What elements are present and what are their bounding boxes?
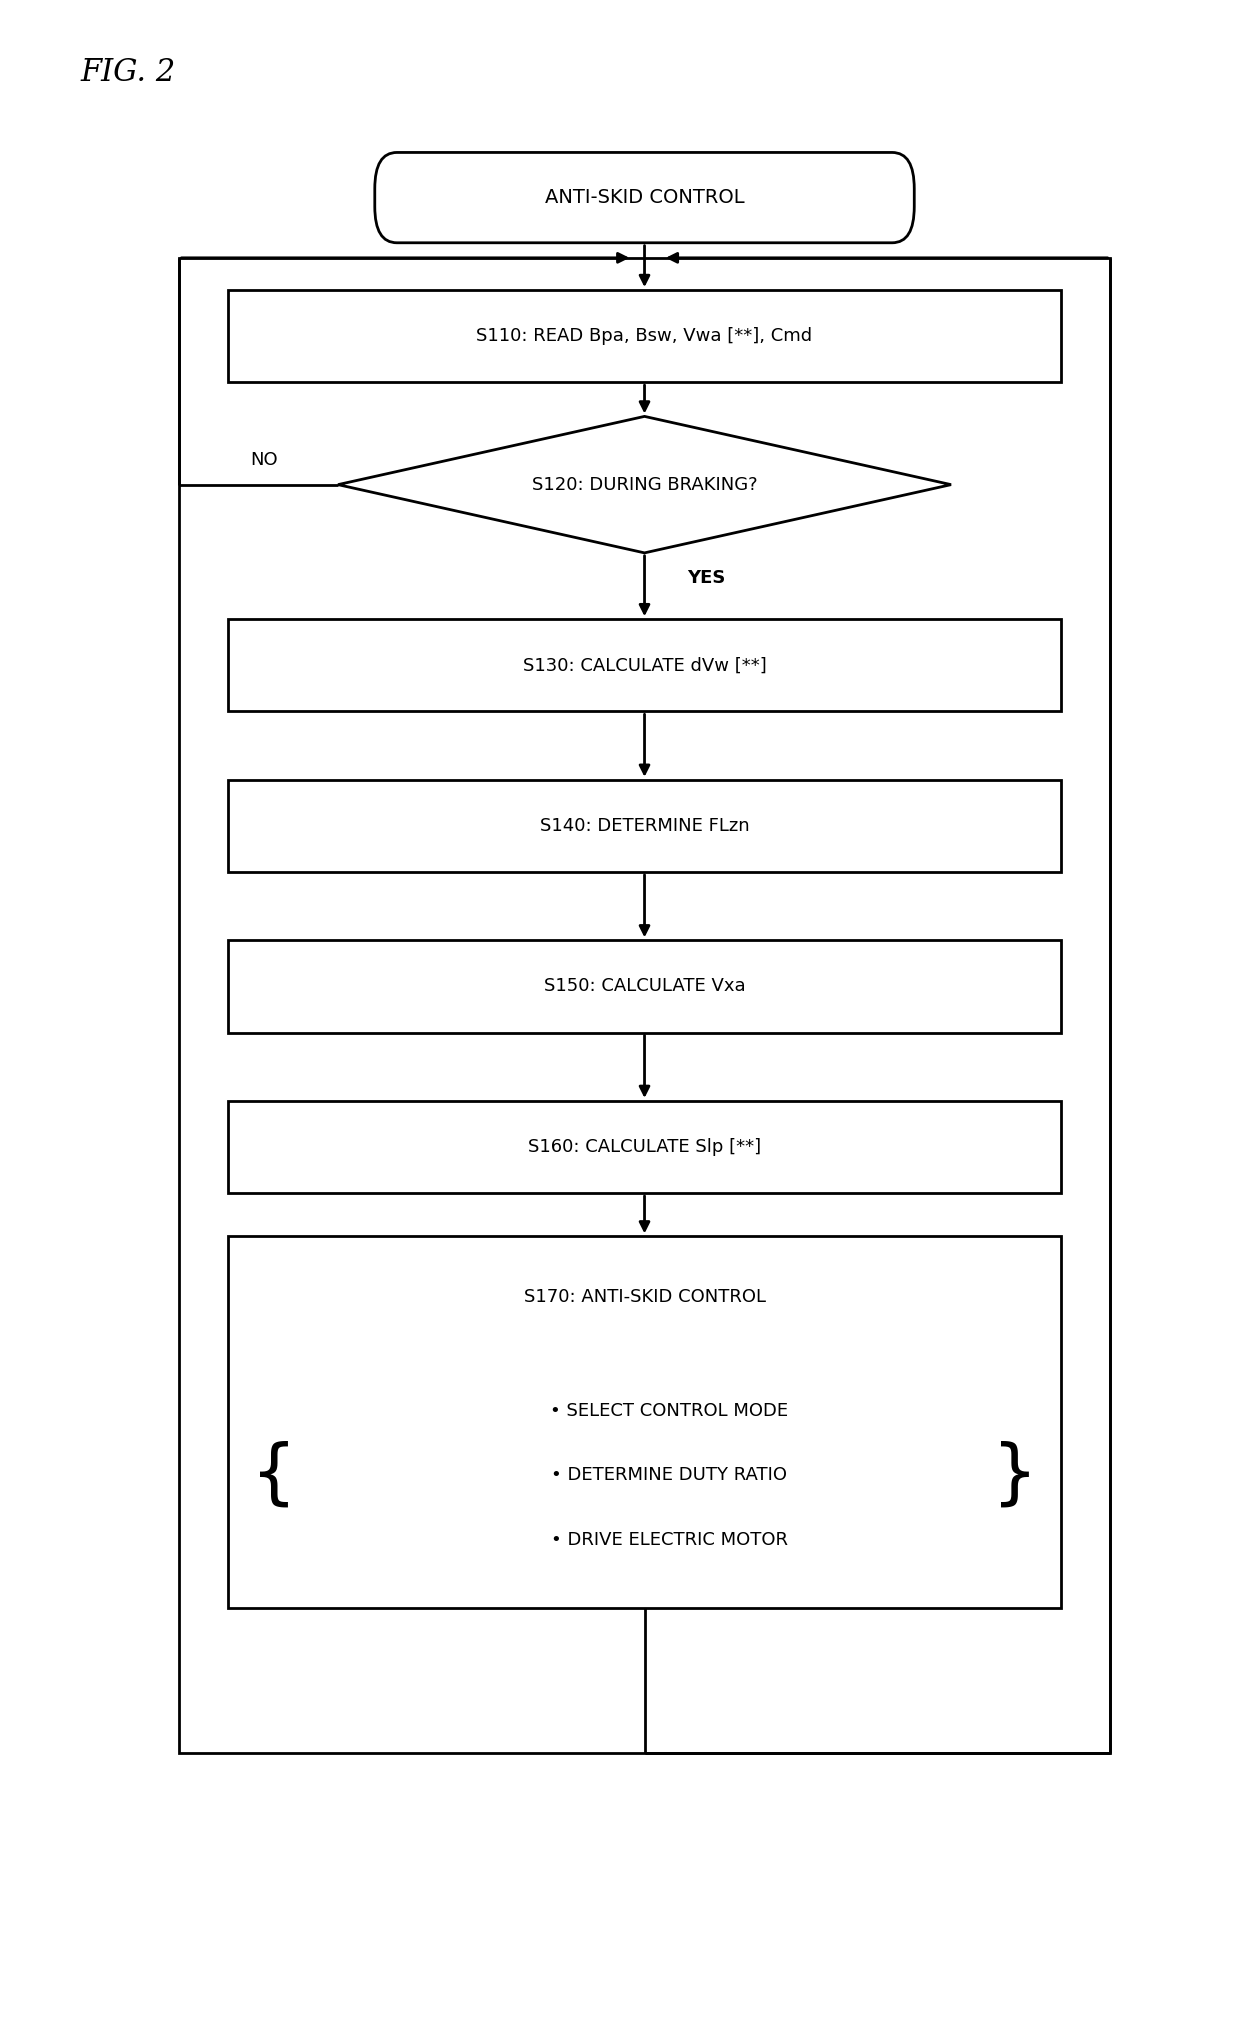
Text: S150: CALCULATE Vxa: S150: CALCULATE Vxa — [543, 978, 745, 996]
Text: S120: DURING BRAKING?: S120: DURING BRAKING? — [532, 475, 758, 493]
Bar — [228, 289, 1061, 382]
Text: S160: CALCULATE Slp [**]: S160: CALCULATE Slp [**] — [528, 1138, 761, 1156]
Text: • SELECT CONTROL MODE: • SELECT CONTROL MODE — [551, 1403, 789, 1421]
Bar — [228, 780, 1061, 871]
Text: {: { — [252, 1441, 298, 1510]
Bar — [228, 940, 1061, 1033]
Text: FIG. 2: FIG. 2 — [81, 57, 176, 89]
Bar — [228, 618, 1061, 711]
Text: }: } — [992, 1441, 1038, 1510]
Text: S140: DETERMINE FLzn: S140: DETERMINE FLzn — [539, 816, 749, 835]
Text: S170: ANTI-SKID CONTROL: S170: ANTI-SKID CONTROL — [523, 1287, 765, 1306]
Text: NO: NO — [250, 451, 278, 469]
Text: ANTI-SKID CONTROL: ANTI-SKID CONTROL — [544, 188, 744, 206]
Polygon shape — [339, 416, 951, 554]
FancyBboxPatch shape — [374, 152, 914, 243]
Text: YES: YES — [687, 570, 725, 586]
Text: S110: READ Bpa, Bsw, Vwa [**], Cmd: S110: READ Bpa, Bsw, Vwa [**], Cmd — [476, 327, 812, 346]
Bar — [228, 1101, 1061, 1192]
Text: S130: CALCULATE dVw [**]: S130: CALCULATE dVw [**] — [522, 657, 766, 675]
Text: • DETERMINE DUTY RATIO: • DETERMINE DUTY RATIO — [551, 1467, 787, 1485]
Text: • DRIVE ELECTRIC MOTOR: • DRIVE ELECTRIC MOTOR — [551, 1532, 787, 1548]
Bar — [228, 1237, 1061, 1607]
Bar — [179, 259, 1111, 1752]
